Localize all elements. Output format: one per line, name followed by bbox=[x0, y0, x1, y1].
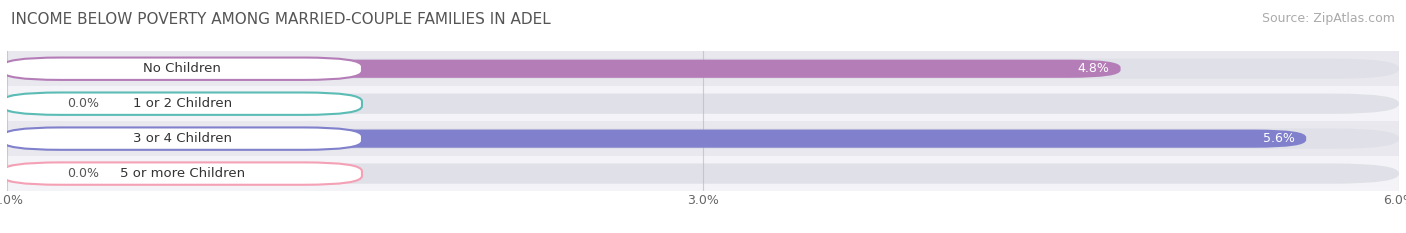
FancyBboxPatch shape bbox=[3, 127, 361, 150]
FancyBboxPatch shape bbox=[7, 164, 1399, 184]
FancyBboxPatch shape bbox=[7, 129, 1399, 149]
FancyBboxPatch shape bbox=[7, 93, 1399, 114]
FancyBboxPatch shape bbox=[7, 60, 1121, 78]
FancyBboxPatch shape bbox=[3, 93, 361, 115]
Text: 5 or more Children: 5 or more Children bbox=[120, 167, 245, 180]
Bar bbox=[7, 121, 1399, 156]
FancyBboxPatch shape bbox=[7, 59, 1399, 79]
FancyBboxPatch shape bbox=[0, 164, 58, 183]
Text: 5.6%: 5.6% bbox=[1263, 132, 1295, 145]
FancyBboxPatch shape bbox=[0, 95, 58, 113]
Bar bbox=[7, 156, 1399, 191]
FancyBboxPatch shape bbox=[3, 58, 361, 80]
Text: 4.8%: 4.8% bbox=[1077, 62, 1109, 75]
Text: INCOME BELOW POVERTY AMONG MARRIED-COUPLE FAMILIES IN ADEL: INCOME BELOW POVERTY AMONG MARRIED-COUPL… bbox=[11, 12, 551, 27]
Text: 0.0%: 0.0% bbox=[67, 167, 100, 180]
Bar bbox=[7, 51, 1399, 86]
Text: 3 or 4 Children: 3 or 4 Children bbox=[132, 132, 232, 145]
FancyBboxPatch shape bbox=[7, 130, 1306, 148]
Text: 0.0%: 0.0% bbox=[67, 97, 100, 110]
Bar bbox=[7, 86, 1399, 121]
Text: No Children: No Children bbox=[143, 62, 221, 75]
Text: Source: ZipAtlas.com: Source: ZipAtlas.com bbox=[1261, 12, 1395, 25]
FancyBboxPatch shape bbox=[3, 162, 361, 185]
Text: 1 or 2 Children: 1 or 2 Children bbox=[132, 97, 232, 110]
